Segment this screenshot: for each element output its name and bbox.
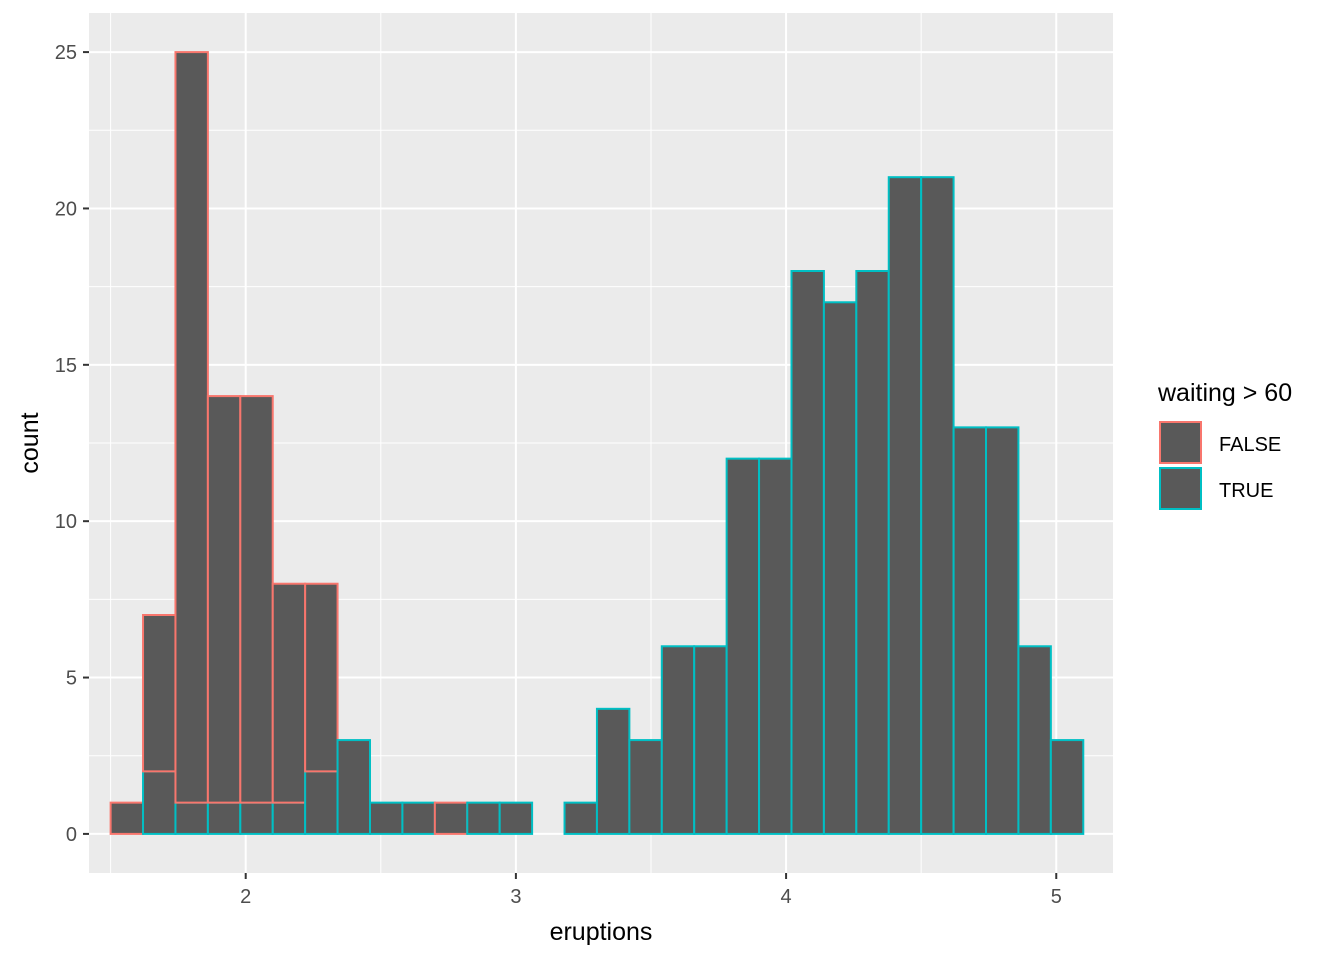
y-tick-label: 5 xyxy=(66,668,77,690)
x-tick-label: 3 xyxy=(510,886,521,908)
bar-true xyxy=(822,301,858,835)
bar-false xyxy=(109,801,145,835)
bar-true xyxy=(466,801,501,835)
bar-true xyxy=(855,270,890,835)
bar-true xyxy=(660,645,696,835)
x-tick-label: 2 xyxy=(240,886,251,908)
x-axis-ticks: 2 3 4 5 xyxy=(240,873,1062,908)
y-axis-title: count xyxy=(16,412,44,473)
bar-true xyxy=(336,739,371,835)
legend-key-false xyxy=(1159,421,1202,464)
bar-true xyxy=(628,739,663,835)
bar-true xyxy=(595,707,631,835)
bar-true xyxy=(920,176,955,835)
legend-key-true xyxy=(1159,467,1202,510)
bar-false xyxy=(206,395,242,804)
y-tick-label: 10 xyxy=(55,511,77,533)
bar-true xyxy=(239,801,274,835)
bar-true xyxy=(1017,645,1052,835)
bar-false xyxy=(433,801,469,835)
y-tick-label: 20 xyxy=(55,198,77,220)
y-tick-label: 0 xyxy=(66,824,77,846)
bar-false xyxy=(271,582,307,804)
bar-true xyxy=(693,645,728,835)
bar-false xyxy=(239,395,274,804)
x-tick-label: 5 xyxy=(1051,886,1062,908)
bar-true xyxy=(563,801,598,835)
legend-item-false: FALSE xyxy=(1159,421,1281,464)
bar-false xyxy=(174,51,209,804)
y-tick-label: 25 xyxy=(55,42,77,64)
bar-true xyxy=(401,801,436,835)
bar-true xyxy=(271,801,307,835)
bar-false xyxy=(304,582,339,773)
bar-true xyxy=(952,426,988,835)
bar-true xyxy=(304,770,339,835)
bar-true xyxy=(174,801,209,835)
bar-true xyxy=(142,770,177,835)
bar-false xyxy=(142,614,177,773)
bar-true xyxy=(985,426,1020,835)
y-axis-ticks: 0 5 10 15 20 25 xyxy=(55,42,89,846)
legend-item-true: TRUE xyxy=(1159,467,1273,510)
legend-title: waiting > 60 xyxy=(1157,379,1292,407)
bar-true xyxy=(887,176,923,835)
histogram-bars xyxy=(109,51,1085,835)
bar-true xyxy=(725,457,761,835)
x-tick-label: 4 xyxy=(781,886,792,908)
bar-true xyxy=(758,457,793,835)
y-tick-label: 15 xyxy=(55,355,77,377)
legend-label-false: FALSE xyxy=(1219,434,1281,456)
bar-true xyxy=(1049,739,1085,835)
legend-label-true: TRUE xyxy=(1219,480,1273,502)
bar-true xyxy=(498,801,534,835)
bar-true xyxy=(368,801,404,835)
x-axis-title: eruptions xyxy=(550,918,653,946)
bar-true xyxy=(790,270,825,835)
bar-true xyxy=(206,801,242,835)
legend: waiting > 60 FALSE TRUE xyxy=(1157,379,1292,510)
